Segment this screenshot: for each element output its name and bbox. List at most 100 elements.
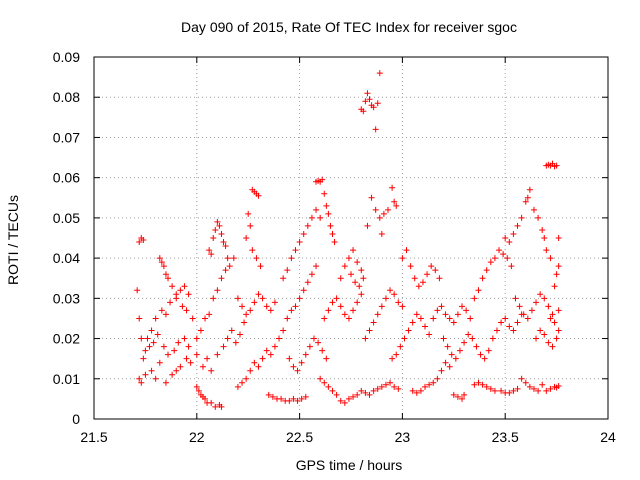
data-point [391, 291, 398, 298]
data-point [193, 351, 200, 358]
data-point [395, 385, 402, 392]
data-point [210, 235, 217, 241]
data-point [169, 371, 176, 378]
data-point [362, 389, 369, 396]
data-point [136, 315, 143, 322]
data-point [489, 335, 496, 342]
data-point [500, 251, 507, 258]
data-point [512, 295, 519, 302]
x-axis-label: GPS time / hours [296, 457, 403, 473]
data-point [329, 299, 336, 306]
data-point [393, 351, 400, 358]
data-point [370, 104, 377, 111]
data-point [327, 222, 334, 229]
data-point [304, 279, 311, 286]
data-point [366, 391, 373, 398]
data-point [358, 267, 365, 274]
data-point [506, 323, 513, 330]
data-point [208, 251, 215, 258]
data-point [234, 383, 241, 390]
data-point [224, 335, 231, 342]
data-point [315, 339, 322, 346]
data-point [187, 359, 194, 366]
data-point [374, 100, 381, 107]
data-point [140, 237, 147, 244]
data-point [459, 303, 466, 310]
data-point [173, 291, 180, 298]
data-point [263, 303, 270, 310]
y-tick-label: 0.05 [53, 210, 80, 226]
data-point [553, 162, 560, 169]
data-point [493, 327, 500, 334]
data-point [459, 395, 466, 402]
data-point [255, 192, 262, 199]
data-point [265, 391, 272, 398]
data-point [259, 355, 266, 362]
data-point [210, 295, 217, 302]
data-point [255, 363, 262, 370]
y-tick-label: 0.04 [53, 250, 80, 266]
data-point [199, 393, 206, 400]
data-point [183, 307, 190, 314]
data-point [152, 315, 159, 322]
data-point [226, 263, 233, 270]
data-point [475, 287, 482, 294]
data-point [387, 287, 394, 294]
data-point [290, 363, 297, 370]
data-point [483, 383, 490, 390]
data-point [162, 311, 169, 318]
data-point [323, 202, 330, 209]
y-tick-labels: 0 0.01 0.02 0.03 0.04 0.05 0.06 0.07 0.08 0.09 [53, 49, 80, 427]
data-point [243, 375, 250, 382]
data-point [134, 287, 141, 294]
data-point [300, 287, 307, 294]
data-point [173, 367, 180, 374]
data-point [555, 235, 562, 241]
data-point [310, 335, 317, 342]
data-point [547, 255, 554, 262]
data-point [551, 283, 558, 290]
data-point [452, 355, 459, 362]
data-point [541, 331, 548, 338]
data-point [465, 331, 472, 338]
data-point [214, 218, 221, 225]
data-point [286, 397, 293, 404]
data-point [331, 239, 338, 246]
data-point [391, 198, 398, 205]
data-point [247, 367, 254, 374]
data-point [239, 303, 246, 310]
data-point [148, 327, 155, 334]
data-point [175, 339, 182, 346]
data-point [352, 279, 359, 286]
data-point [167, 299, 174, 306]
data-point [535, 214, 542, 221]
data-point [169, 283, 176, 290]
data-point [533, 335, 540, 342]
data-points [134, 70, 562, 410]
data-point [288, 307, 295, 314]
data-point [218, 230, 225, 237]
data-point [150, 339, 157, 346]
data-point [284, 267, 291, 274]
data-point [537, 291, 544, 298]
data-point [162, 271, 169, 278]
data-point [376, 70, 383, 77]
data-point [140, 355, 147, 362]
data-point [389, 355, 396, 362]
data-point [321, 315, 328, 322]
data-point [477, 351, 484, 358]
data-point [154, 331, 161, 338]
data-point [419, 279, 426, 286]
data-point [294, 397, 301, 404]
data-point [366, 327, 373, 334]
y-tick-label: 0.01 [53, 371, 80, 387]
data-point [422, 383, 429, 390]
data-point [255, 291, 262, 298]
data-point [547, 315, 554, 322]
data-point [144, 335, 151, 342]
data-point [302, 351, 309, 358]
data-point [475, 379, 482, 386]
data-point [208, 399, 215, 406]
data-point [350, 247, 357, 254]
